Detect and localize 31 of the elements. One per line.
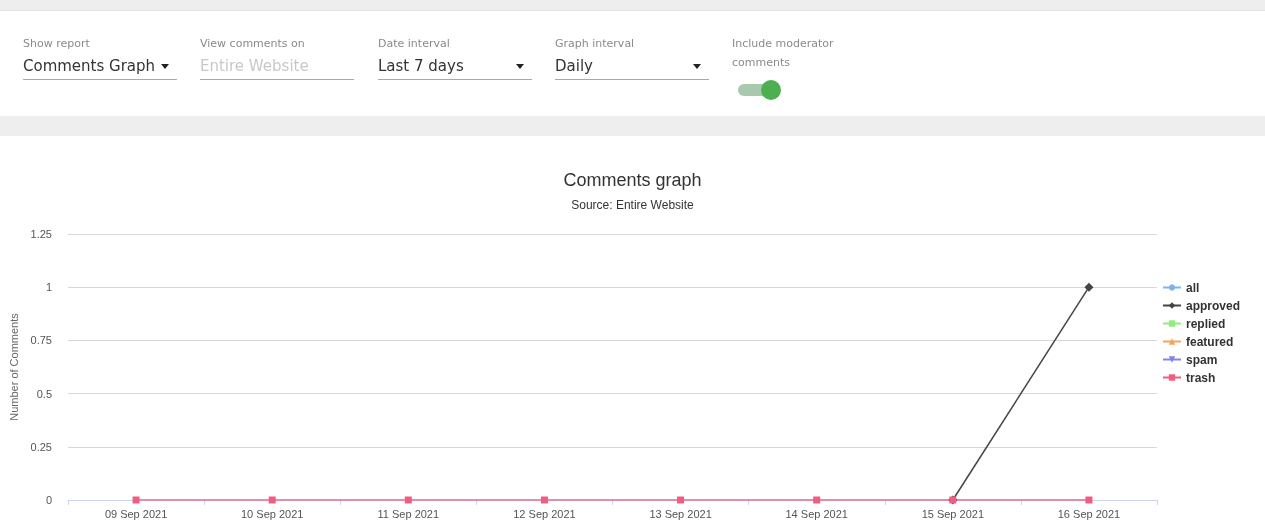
x-tick-label: 16 Sep 2021 bbox=[1057, 507, 1121, 520]
text: Show report bbox=[23, 36, 91, 52]
y-tick-label: 0 bbox=[45, 494, 52, 506]
x-tick-label: 14 Sep 2021 bbox=[785, 507, 848, 520]
chart-title: Comments graph bbox=[563, 170, 702, 190]
text: Graph interval bbox=[555, 36, 636, 52]
legend-label: replied bbox=[1185, 316, 1226, 331]
legend-label: trash bbox=[1185, 370, 1216, 385]
legend-label: all bbox=[1185, 280, 1200, 295]
x-tick-label: 11 Sep 2021 bbox=[377, 507, 440, 520]
x-tick-label: 15 Sep 2021 bbox=[921, 507, 985, 520]
text: Include moderator comments bbox=[732, 36, 835, 71]
y-tick-label: 0.25 bbox=[30, 440, 52, 453]
text: Daily bbox=[555, 53, 709, 80]
text: Last 7 days bbox=[378, 53, 532, 80]
x-tick-label: 10 Sep 2021 bbox=[240, 507, 304, 520]
legend-label: approved bbox=[1185, 298, 1240, 313]
text: Comments Graph bbox=[23, 53, 177, 80]
legend-label: spam bbox=[1185, 352, 1218, 367]
legend-label: featured bbox=[1185, 334, 1234, 349]
x-tick-label: 09 Sep 2021 bbox=[104, 507, 168, 520]
y-tick-label: 0.5 bbox=[36, 387, 52, 400]
chart-subtitle: Source: Entire Website bbox=[571, 198, 695, 212]
x-tick-label: 12 Sep 2021 bbox=[513, 507, 576, 520]
y-tick-label: 1.25 bbox=[30, 228, 52, 240]
x-tick-label: 13 Sep 2021 bbox=[649, 507, 712, 520]
y-tick-label: 0.75 bbox=[30, 334, 52, 347]
y-tick-label: 1 bbox=[45, 281, 52, 294]
y-axis-title: Number of Comments bbox=[8, 312, 21, 421]
text: Date interval bbox=[378, 36, 451, 52]
text: View comments on bbox=[200, 36, 306, 52]
